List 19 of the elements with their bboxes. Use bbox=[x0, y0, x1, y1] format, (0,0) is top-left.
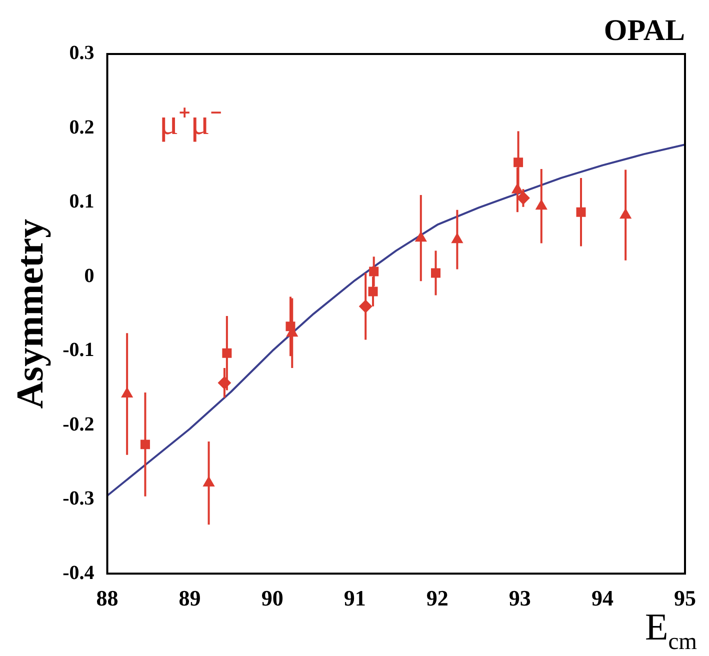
chart-title: OPAL bbox=[604, 14, 685, 47]
x-tick-label: 92 bbox=[426, 585, 448, 610]
y-axis-title: Asymmetry bbox=[10, 218, 52, 409]
x-tick-label: 95 bbox=[674, 585, 696, 610]
x-tick-label: 89 bbox=[178, 585, 201, 610]
y-tick-label: -0.1 bbox=[62, 339, 94, 362]
x-tick-label: 91 bbox=[344, 585, 366, 610]
x-tick-label: 90 bbox=[261, 585, 284, 610]
y-tick-label: -0.2 bbox=[62, 413, 94, 436]
x-tick-label: 93 bbox=[508, 585, 531, 610]
y-tick-label: 0.1 bbox=[69, 190, 94, 213]
y-tick-label: 0.2 bbox=[69, 116, 94, 138]
y-tick-label: -0.4 bbox=[62, 562, 94, 584]
y-tick-label: -0.3 bbox=[62, 488, 94, 510]
y-tick-label: 0 bbox=[84, 264, 94, 287]
x-tick-label: 88 bbox=[96, 585, 118, 610]
x-tick-label: 94 bbox=[591, 585, 614, 610]
annotation: μ⁺μ⁻ bbox=[159, 102, 222, 142]
y-tick-label: 0.3 bbox=[69, 42, 94, 64]
